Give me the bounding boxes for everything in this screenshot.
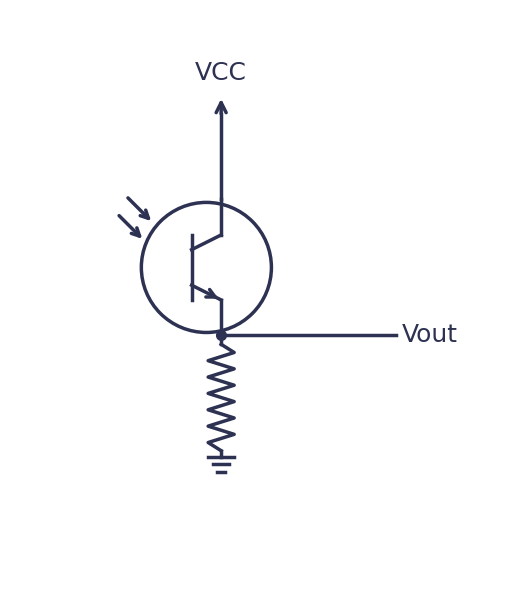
Text: Vout: Vout [401,323,458,347]
Text: VCC: VCC [195,61,247,86]
